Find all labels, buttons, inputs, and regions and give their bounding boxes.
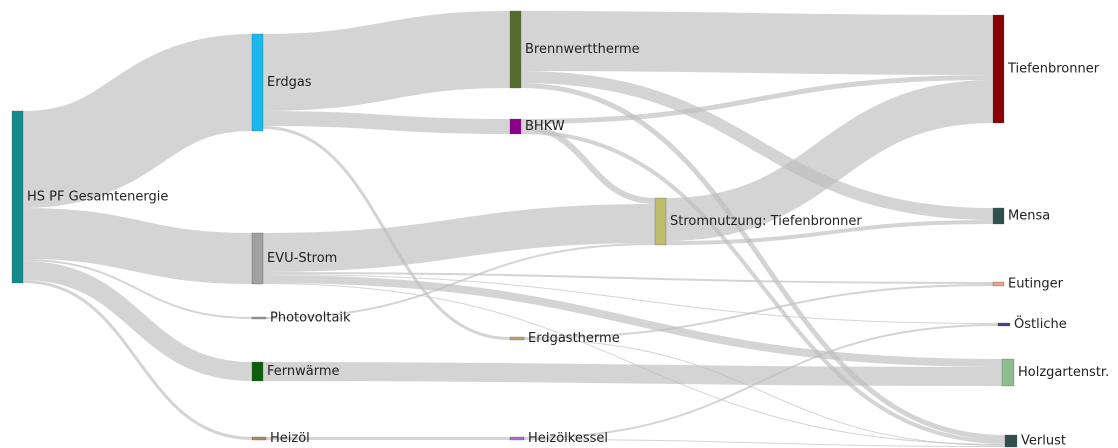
- node-label: Erdgas: [267, 75, 312, 90]
- node: [1004, 434, 1018, 448]
- node: [992, 207, 1005, 225]
- node-label: BHKW: [525, 119, 565, 134]
- node-label: Erdgastherme: [528, 331, 620, 346]
- node: [251, 436, 267, 441]
- node: [509, 336, 525, 341]
- node-label: Photovoltaik: [270, 311, 351, 326]
- link: [265, 243, 656, 319]
- link: [520, 71, 994, 220]
- node-label: Eutinger: [1008, 277, 1064, 292]
- link: [523, 439, 1006, 447]
- link: [22, 280, 253, 440]
- node-label: Heizölkessel: [528, 431, 608, 446]
- node: [251, 316, 267, 320]
- link: [520, 130, 1006, 444]
- link: [523, 284, 994, 339]
- node-label: HS PF Gesamtenergie: [27, 190, 168, 205]
- node-label: Brennwerttherme: [525, 42, 640, 57]
- node-label: Stromnutzung: Tiefenbronner: [670, 214, 862, 229]
- link: [665, 220, 994, 245]
- link: [21, 34, 254, 208]
- node: [251, 33, 264, 132]
- node: [992, 281, 1005, 287]
- node: [992, 14, 1005, 124]
- link: [22, 259, 253, 319]
- link: [523, 324, 999, 439]
- link: [22, 261, 253, 381]
- node: [509, 118, 522, 135]
- link: [520, 75, 994, 124]
- node: [251, 232, 264, 285]
- link: [520, 11, 994, 75]
- node: [251, 361, 264, 382]
- node-label: Mensa: [1008, 209, 1050, 224]
- node: [509, 10, 522, 89]
- node: [654, 197, 667, 246]
- link: [262, 275, 1003, 367]
- link: [262, 11, 511, 111]
- node: [1001, 358, 1015, 387]
- link: [262, 362, 1003, 386]
- link: [665, 80, 994, 241]
- node: [11, 110, 24, 284]
- link: [22, 208, 253, 284]
- link: [262, 283, 1006, 445]
- link: [520, 83, 1006, 440]
- link: [520, 124, 656, 204]
- node-label: EVU-Strom: [267, 251, 337, 266]
- node: [509, 436, 525, 441]
- node-label: Holzgartenstr.: [1018, 365, 1109, 380]
- nodes: HS PF Gesamtenergie Erdgas EVU-Strom Photov…: [11, 10, 1109, 448]
- node-label: Verlust: [1021, 434, 1066, 448]
- node-label: Tiefenbronner: [1007, 62, 1100, 77]
- link: [262, 111, 511, 134]
- link: [262, 272, 994, 284]
- node-label: Heizöl: [270, 431, 310, 446]
- link: [262, 204, 656, 272]
- links: [21, 11, 1006, 447]
- node: [997, 322, 1011, 327]
- node-label: Östliche: [1014, 315, 1067, 332]
- node-label: Fernwärme: [267, 364, 340, 379]
- link: [523, 339, 1006, 446]
- link: [262, 274, 999, 324]
